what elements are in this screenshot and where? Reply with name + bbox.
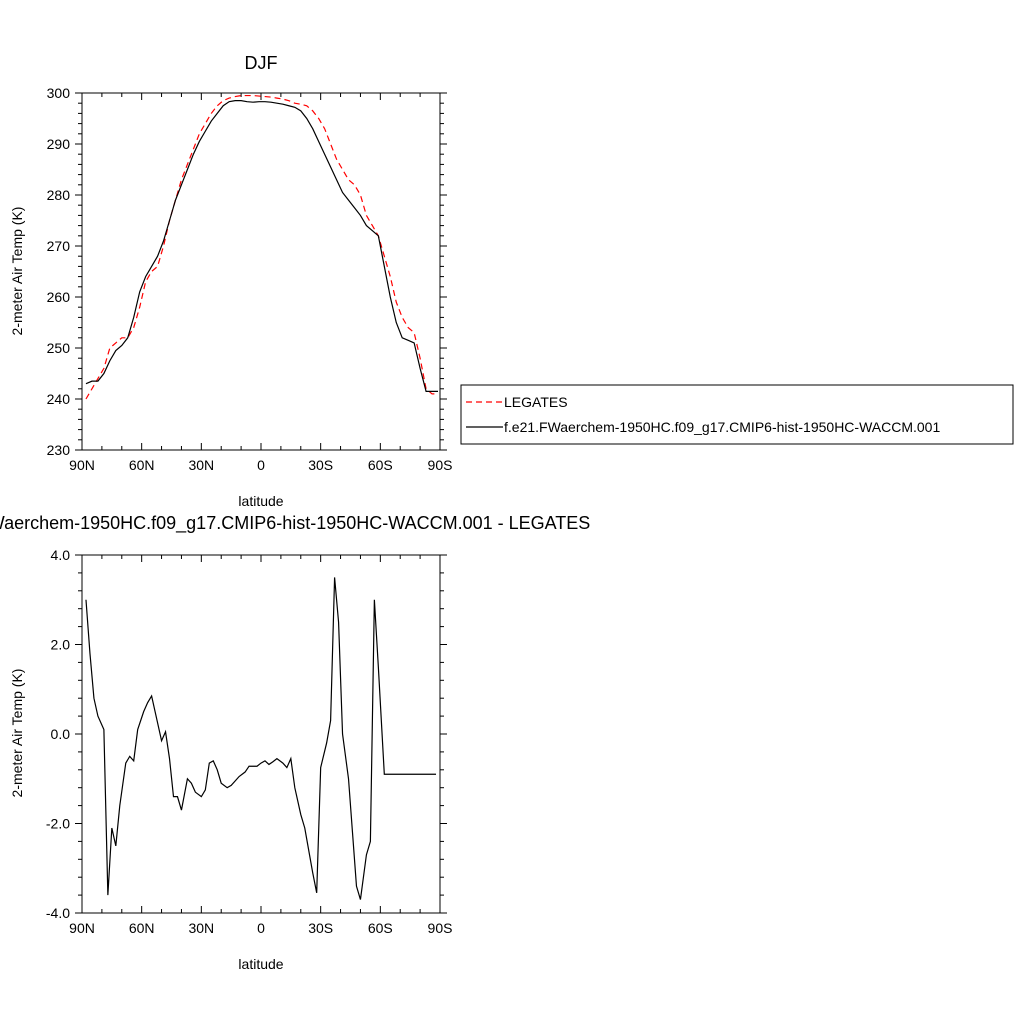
- top-y-tick-label: 290: [47, 136, 71, 152]
- top-plot-frame: [81, 92, 441, 451]
- top-series-line-1: [85, 100, 439, 392]
- top-y-tick-label: 250: [47, 340, 71, 356]
- bottom-x-tick-label: 30S: [308, 920, 333, 936]
- legend: LEGATES f.e21.FWaerchem-1950HC.f09_g17.C…: [460, 384, 1014, 445]
- top-series-line-0: [85, 94, 439, 400]
- top-x-axis-label: latitude: [238, 493, 283, 509]
- bottom-x-axis-label: latitude: [238, 956, 283, 972]
- legend-box: [460, 384, 1014, 445]
- bottom-x-tick-label: 90S: [428, 920, 453, 936]
- bottom-y-tick-label: -2.0: [46, 816, 70, 832]
- bottom-x-tick-label: 90N: [69, 920, 95, 936]
- bottom-series-group: [85, 577, 437, 900]
- legend-label-legates: LEGATES: [504, 394, 568, 410]
- top-axes-group: 90N 60N 30N 0 30S 60S 90S 230 240 250 260 270 280 290…: [47, 85, 453, 473]
- top-x-tick-label: 60S: [368, 457, 393, 473]
- top-x-tick-label: 60N: [129, 457, 155, 473]
- bottom-x-tick-label: 60S: [368, 920, 393, 936]
- top-y-tick-label: 270: [47, 238, 71, 254]
- bottom-panel: f.e21.FWaerchem-1950HC.f09_g17.CMIP6-his…: [0, 513, 590, 972]
- bottom-y-tick-label: 0.0: [51, 726, 71, 742]
- bottom-x-tick-label: 60N: [129, 920, 155, 936]
- top-x-tick-label: 30N: [188, 457, 214, 473]
- top-y-tick-label: 280: [47, 187, 71, 203]
- bottom-chart-title: f.e21.FWaerchem-1950HC.f09_g17.CMIP6-his…: [0, 513, 590, 534]
- top-x-tick-label: 90N: [69, 457, 95, 473]
- bottom-plot-frame: [81, 554, 441, 914]
- top-x-tick-label: 30S: [308, 457, 333, 473]
- top-y-tick-label: 260: [47, 289, 71, 305]
- top-x-tick-label: 0: [257, 457, 265, 473]
- top-y-axis-label: 2-meter Air Temp (K): [9, 207, 25, 336]
- top-y-tick-label: 300: [47, 85, 71, 101]
- bottom-axes-group: 90N 60N 30N 0 30S 60S 90S -4.0 -2.0 0.0 2.0 4.0: [46, 547, 453, 936]
- bottom-series-line-0: [85, 577, 437, 900]
- top-series-group: [85, 94, 439, 400]
- top-panel: DJF 90N 60N 30N 0 30S 60S 90S 230 240 250 260 270 28…: [9, 53, 452, 509]
- top-chart-title: DJF: [245, 53, 278, 73]
- top-y-tick-label: 230: [47, 442, 71, 458]
- bottom-x-tick-label: 30N: [188, 920, 214, 936]
- bottom-y-tick-label: 4.0: [51, 547, 71, 563]
- top-y-tick-label: 240: [47, 391, 71, 407]
- bottom-y-tick-label: -4.0: [46, 905, 70, 921]
- legend-label-model: f.e21.FWaerchem-1950HC.f09_g17.CMIP6-his…: [504, 419, 940, 435]
- bottom-x-tick-label: 0: [257, 920, 265, 936]
- bottom-y-tick-label: 2.0: [51, 637, 71, 653]
- bottom-y-axis-label: 2-meter Air Temp (K): [9, 669, 25, 798]
- top-x-tick-label: 90S: [428, 457, 453, 473]
